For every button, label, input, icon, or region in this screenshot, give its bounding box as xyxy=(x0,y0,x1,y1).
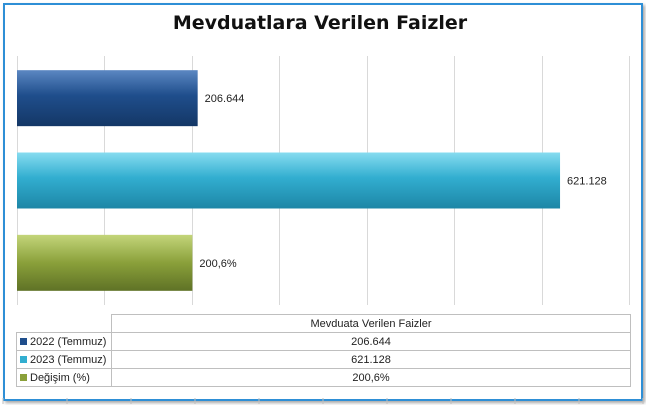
bar-2023 xyxy=(17,152,561,209)
bars xyxy=(17,70,561,291)
data-label-change: 200,6% xyxy=(199,258,237,270)
legend-label-2023: 2023 (Temmuz) xyxy=(30,353,107,366)
table-row-label: 2022 (Temmuz) xyxy=(16,332,112,351)
legend-swatch-change xyxy=(20,373,27,381)
table-row-label: Değişim (%) xyxy=(16,368,112,387)
legend-label-change: Değişim (%) xyxy=(30,371,90,384)
data-label-2023: 621.128 xyxy=(567,176,607,188)
legend-label-2022: 2022 (Temmuz) xyxy=(30,335,107,348)
chart-title: Mevduatlara Verilen Faizler xyxy=(172,12,468,34)
table-header-row: Mevduata Verilen Faizler xyxy=(16,314,631,333)
data-label-2022: 206.644 xyxy=(205,93,245,105)
legend-swatch-2023 xyxy=(20,355,27,363)
bar-2022 xyxy=(17,70,198,127)
table-row: Değişim (%) 200,6% xyxy=(16,368,631,387)
data-labels: 206.644 621.128 200,6% xyxy=(199,93,606,270)
table-row-label: 2023 (Temmuz) xyxy=(16,350,112,369)
bar-change xyxy=(17,234,193,291)
data-table: Mevduata Verilen Faizler 2022 (Temmuz) 2… xyxy=(16,314,631,387)
legend-swatch-2022 xyxy=(20,337,27,345)
table-cell-change: 200,6% xyxy=(111,368,631,387)
